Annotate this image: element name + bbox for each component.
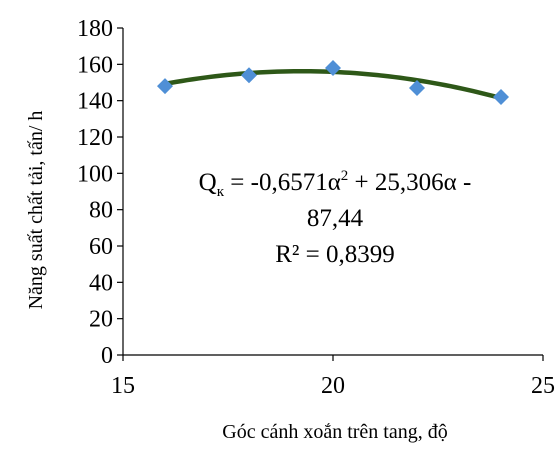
y-tick-label: 60	[89, 234, 113, 260]
x-tick-label: 25	[531, 373, 555, 399]
y-tick-label: 80	[89, 198, 113, 224]
x-tick-label: 15	[111, 373, 135, 399]
data-point	[241, 67, 257, 84]
x-tick-label: 20	[321, 373, 345, 399]
axes	[117, 27, 544, 361]
data-point	[409, 79, 425, 96]
data-points	[157, 59, 509, 106]
equation-line-2: 87,44	[307, 205, 364, 232]
y-tick-label: 120	[77, 125, 113, 151]
equation-line-1: Qк = -0,6571α2 + 25,306α -	[199, 168, 472, 200]
r-squared-label: R² = 0,8399	[275, 241, 395, 268]
data-point	[493, 89, 509, 106]
y-tick-label: 140	[77, 89, 113, 115]
y-tick-label: 40	[89, 270, 113, 296]
y-axis-title: Năng suất chất tải, tấn/ h	[25, 111, 47, 310]
x-axis-title: Góc cánh xoắn trên tang, độ	[222, 421, 447, 443]
data-point	[325, 59, 341, 76]
y-tick-label: 20	[89, 307, 113, 333]
y-tick-label: 100	[77, 161, 113, 187]
y-tick-label: 180	[77, 16, 113, 42]
y-tick-label: 160	[77, 52, 113, 78]
data-point	[157, 78, 173, 95]
equation-annotation: Qк = -0,6571α2 + 25,306α - 87,44 R² = 0,…	[199, 168, 472, 268]
y-tick-label: 0	[101, 343, 113, 369]
tick-labels: 0 20 40 60 80 100 120 140 160 180 15 20 25	[77, 16, 555, 399]
